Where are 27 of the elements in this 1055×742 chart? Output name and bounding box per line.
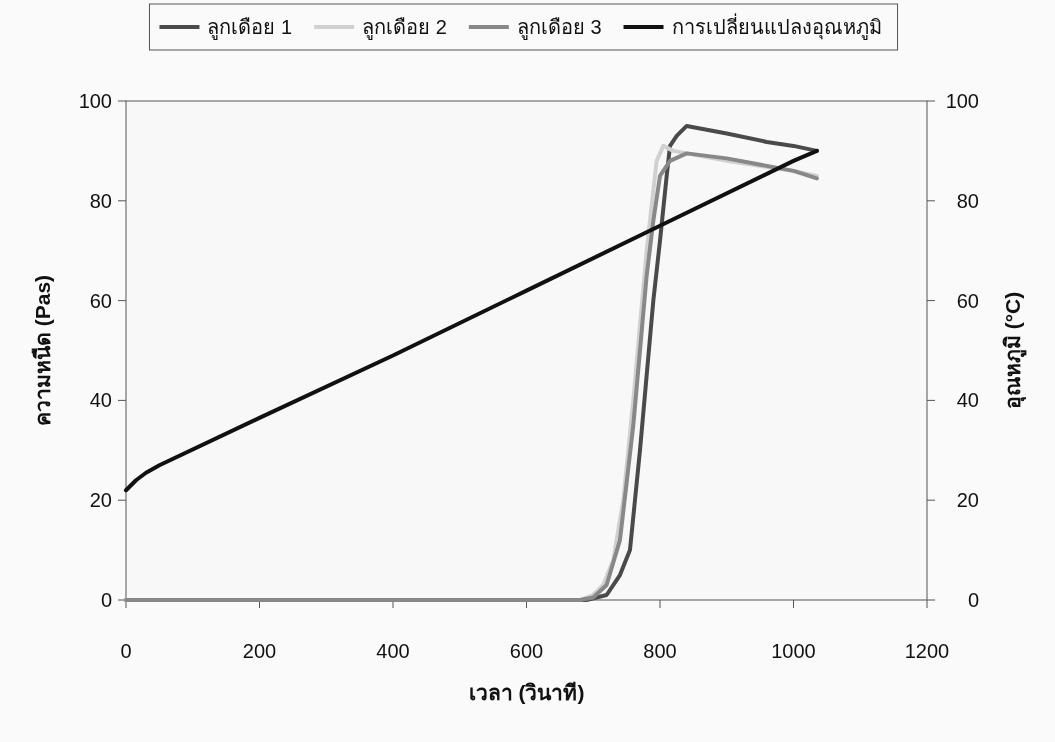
y2-tick-label: 100 — [945, 90, 979, 112]
x-tick-label: 200 — [242, 640, 277, 662]
y2-tick-label: 0 — [967, 589, 979, 611]
x-tick-label: 400 — [376, 640, 410, 662]
y2-tick-label: 40 — [956, 389, 979, 412]
x-tick-label: 800 — [643, 640, 677, 662]
y2-tick-label: 60 — [956, 289, 979, 312]
line-series — [124, 148, 819, 493]
x-tick-label: 1200 — [904, 640, 950, 662]
y-tick-label: 100 — [78, 90, 112, 112]
x-axis-title: เวลา (วินาที) — [468, 681, 585, 704]
y-tick-label: 40 — [89, 389, 112, 412]
x-tick-label: 1000 — [771, 640, 816, 662]
legend-label: ลูกเดือย 2 — [362, 16, 447, 40]
y-axis-title: ความหนืด (Pas) — [31, 274, 54, 427]
x-tick-label: 600 — [509, 640, 544, 662]
legend-label: การเปลี่ยนแปลงอุณหภูมิ — [671, 13, 882, 40]
y2-axis-title: อุณหภูมิ (°C) — [1001, 291, 1027, 410]
y-tick-label: 0 — [100, 589, 112, 611]
y-tick-label: 20 — [89, 489, 112, 512]
x-tick-label: 0 — [120, 640, 132, 662]
y-tick-label: 80 — [89, 189, 112, 212]
y-tick-label: 60 — [89, 289, 112, 312]
legend-label: ลูกเดือย 3 — [516, 16, 602, 40]
y2-tick-label: 20 — [956, 489, 979, 512]
y2-tick-label: 80 — [956, 189, 979, 212]
legend-label: ลูกเดือย 1 — [207, 16, 293, 40]
